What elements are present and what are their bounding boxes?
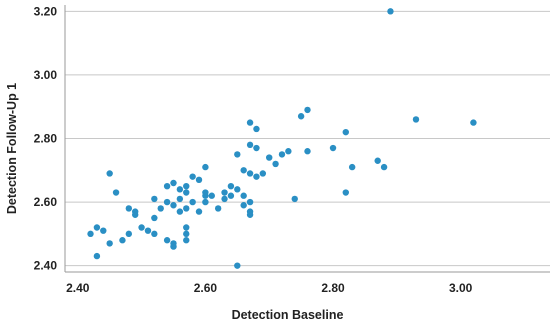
data-point: [285, 148, 292, 155]
y-axis-ticks: 2.40 2.60 2.80 3.00 3.20: [34, 4, 58, 272]
data-point: [234, 262, 241, 269]
data-point: [240, 202, 247, 209]
data-point: [240, 192, 247, 199]
data-point: [93, 252, 101, 260]
data-point: [170, 202, 177, 209]
data-point: [278, 151, 286, 158]
data-point: [227, 182, 235, 190]
data-point: [183, 189, 190, 196]
data-point: [253, 144, 260, 152]
data-point: [202, 189, 209, 196]
data-point: [246, 170, 254, 177]
data-point: [246, 208, 254, 215]
data-point: [348, 163, 356, 171]
data-point: [291, 195, 298, 203]
data-point: [253, 125, 260, 133]
x-axis-title: Detection Baseline: [232, 308, 344, 322]
data-point: [329, 144, 337, 152]
data-point: [195, 208, 203, 215]
data-point: [202, 163, 209, 171]
data-point: [163, 237, 171, 244]
data-point: [87, 230, 94, 238]
x-tick-label: 3.00: [449, 281, 473, 295]
data-point: [208, 192, 215, 199]
data-point: [221, 189, 228, 196]
data-point: [189, 198, 196, 206]
data-point: [176, 186, 184, 193]
data-point: [125, 205, 133, 212]
y-tick-label: 3.00: [34, 68, 58, 82]
data-point: [163, 198, 171, 206]
data-point: [202, 198, 209, 206]
x-tick-label: 2.80: [321, 281, 345, 295]
data-point: [100, 227, 107, 234]
data-point: [112, 189, 120, 196]
data-point: [246, 119, 254, 126]
data-point: [183, 230, 190, 238]
data-point: [234, 151, 241, 158]
y-axis-title: Detection Follow-Up 1: [5, 83, 19, 214]
data-point: [183, 205, 190, 212]
x-tick-label: 2.60: [194, 281, 218, 295]
x-axis-ticks: 2.40 2.60 2.80 3.00: [66, 281, 473, 295]
data-point: [131, 208, 139, 215]
data-point: [259, 170, 267, 177]
gridlines: [65, 10, 550, 267]
data-point: [138, 224, 145, 231]
data-point: [214, 205, 222, 212]
data-point: [125, 230, 133, 238]
data-point: [297, 113, 305, 120]
data-point: [183, 224, 190, 231]
data-point: [412, 116, 420, 123]
y-tick-label: 2.80: [34, 132, 58, 146]
data-point: [246, 198, 254, 206]
data-point: [304, 106, 311, 114]
data-point: [119, 237, 126, 244]
y-tick-label: 2.60: [34, 195, 58, 209]
data-point: [266, 154, 273, 161]
data-point: [183, 182, 190, 190]
data-point: [387, 8, 394, 15]
data-point: [342, 128, 349, 136]
data-point: [144, 227, 152, 234]
data-point: [183, 237, 190, 244]
y-tick-label: 2.40: [34, 259, 58, 273]
data-point: [151, 230, 158, 238]
data-point: [157, 205, 164, 212]
plot-frame: [64, 5, 550, 273]
x-tick-label: 2.40: [66, 281, 90, 295]
data-point: [176, 208, 184, 215]
data-point: [240, 167, 247, 174]
data-point: [151, 195, 158, 203]
data-point: [234, 186, 241, 193]
data-point: [272, 160, 279, 168]
data-point: [170, 179, 177, 187]
data-point: [93, 224, 101, 231]
data-point: [253, 173, 260, 180]
data-point: [106, 170, 113, 177]
data-point: [227, 192, 235, 199]
data-point: [374, 157, 381, 164]
data-point: [151, 214, 158, 222]
data-point: [470, 119, 477, 126]
data-point: [170, 240, 177, 247]
data-point: [342, 189, 349, 196]
data-point: [176, 195, 184, 203]
data-point: [189, 173, 196, 180]
data-point: [106, 240, 113, 247]
data-point: [195, 176, 203, 184]
data-point: [163, 182, 171, 190]
y-tick-label: 3.20: [34, 4, 58, 18]
data-points: [87, 8, 477, 269]
data-point: [380, 163, 388, 171]
data-point: [246, 141, 254, 149]
data-point: [304, 148, 311, 155]
data-point: [221, 195, 228, 203]
